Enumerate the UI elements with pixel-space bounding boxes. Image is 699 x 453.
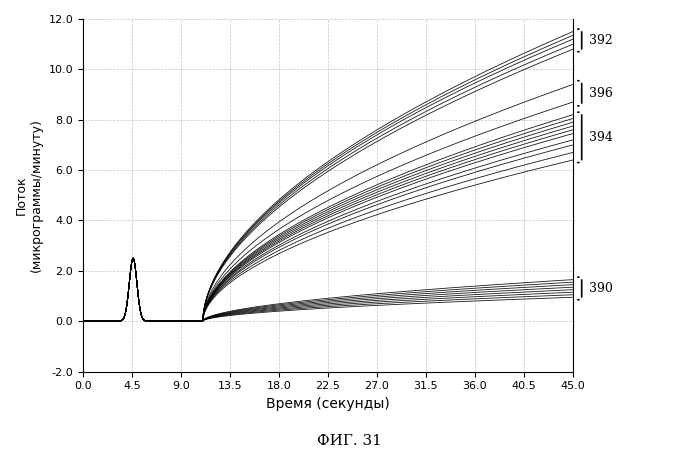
Text: 390: 390 — [589, 282, 612, 295]
Text: 394: 394 — [589, 131, 612, 144]
Text: ФИГ. 31: ФИГ. 31 — [317, 434, 382, 448]
Y-axis label: Поток
(микрограммы/минуту): Поток (микрограммы/минуту) — [15, 118, 43, 272]
Text: 396: 396 — [589, 87, 612, 100]
Text: 392: 392 — [589, 34, 612, 47]
X-axis label: Время (секунды): Время (секунды) — [266, 397, 390, 411]
